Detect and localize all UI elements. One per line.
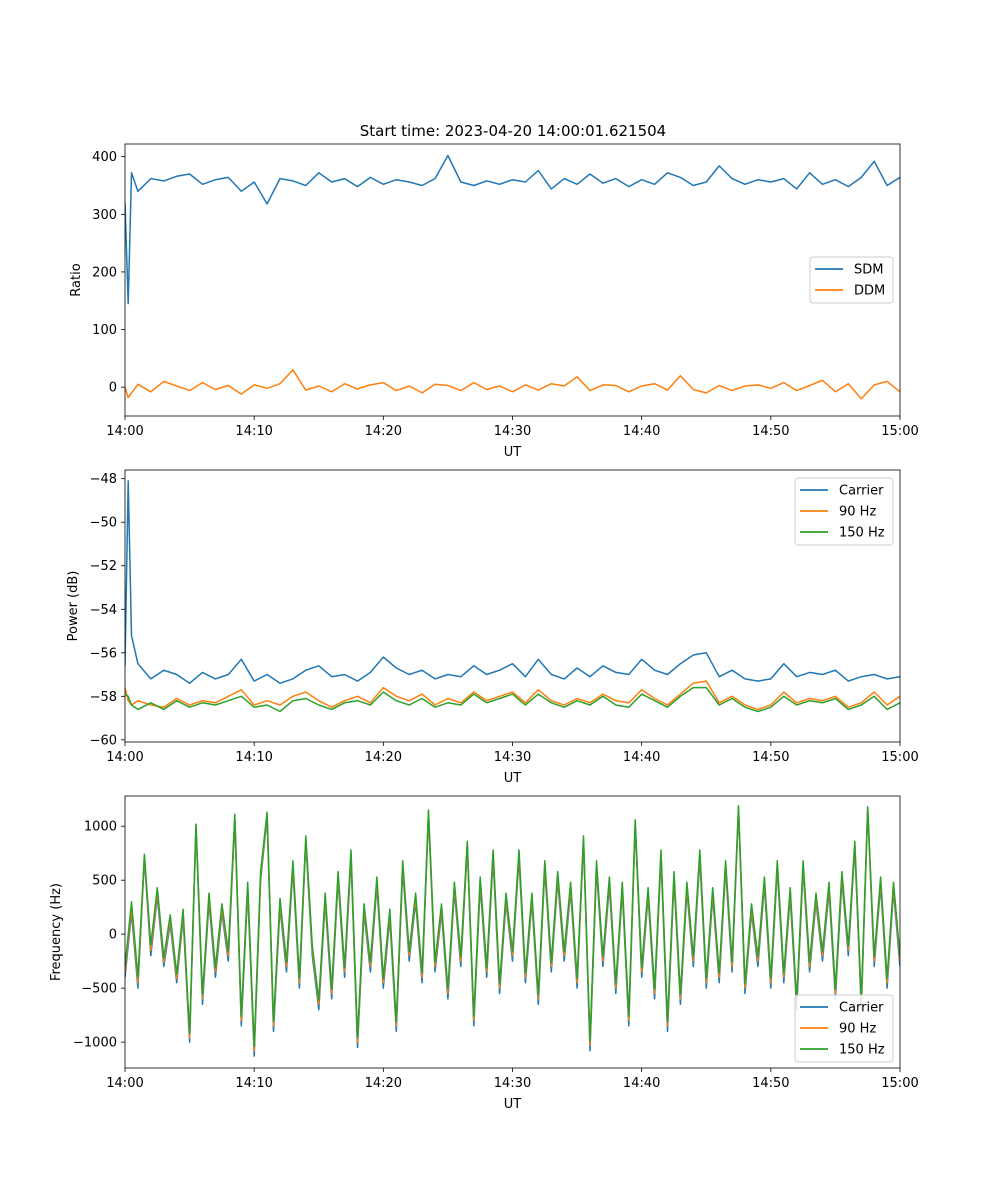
plots-group: 14:00 14:10 14:20 14:30 14:40 14:50 15:00 UT 0 10… <box>49 143 919 1112</box>
legend: Carrier 90 Hz 150 Hz <box>794 477 894 546</box>
series-group <box>125 804 900 1057</box>
x-tick-label: 14:40 <box>623 1076 660 1091</box>
series-group <box>125 154 900 400</box>
y-tick-label: 100 <box>92 323 117 338</box>
y-tick-label: −48 <box>90 472 117 487</box>
y-tick-label: −52 <box>90 559 117 574</box>
legend-box <box>794 994 894 1063</box>
x-axis-label: UT <box>504 445 522 460</box>
x-tick-label: 15:00 <box>881 424 918 439</box>
legend-label: Carrier <box>839 1001 884 1016</box>
y-tick-label: −58 <box>90 690 117 705</box>
y-tick-label: −56 <box>90 646 117 661</box>
x-tick-label: 14:30 <box>494 424 531 439</box>
x-axis-label: UT <box>504 771 522 786</box>
series-line-ddm <box>125 369 900 400</box>
x-tick-label: 14:50 <box>752 750 789 765</box>
chart-title: Start time: 2023-04-20 14:00:01.621504 <box>360 122 666 140</box>
series-group <box>125 480 900 713</box>
x-tick-label: 15:00 <box>881 750 918 765</box>
y-tick-label: 1000 <box>84 820 117 835</box>
y-tick-label: −60 <box>90 733 117 748</box>
legend-box <box>794 477 894 546</box>
plot-1: 14:00 14:10 14:20 14:30 14:40 14:50 15:00 UT 0 10… <box>69 143 919 460</box>
y-tick-label: 0 <box>109 381 117 396</box>
y-axis-label: Ratio <box>69 263 84 296</box>
y-tick-label: 300 <box>92 208 117 223</box>
series-line-sdm <box>125 154 900 305</box>
x-tick-label: 14:10 <box>235 750 272 765</box>
x-tick-label: 14:00 <box>106 1076 143 1091</box>
legend: SDM DDM <box>809 256 894 304</box>
y-tick-label: −500 <box>81 982 117 997</box>
series-line-90-hz <box>125 680 900 711</box>
y-tick-label: −1000 <box>73 1036 117 1051</box>
x-tick-label: 14:50 <box>752 424 789 439</box>
x-tick-label: 15:00 <box>881 1076 918 1091</box>
series-line-carrier <box>125 809 900 1057</box>
legend-label: 90 Hz <box>839 1022 876 1037</box>
y-axis-label: Power (dB) <box>66 571 81 642</box>
y-tick-label: 0 <box>109 928 117 943</box>
y-tick-label: −54 <box>90 603 117 618</box>
x-tick-label: 14:30 <box>494 750 531 765</box>
x-tick-label: 14:10 <box>235 1076 272 1091</box>
legend-label: 90 Hz <box>839 505 876 520</box>
y-tick-label: 500 <box>92 874 117 889</box>
legend-label: DDM <box>854 284 885 299</box>
x-tick-label: 14:30 <box>494 1076 531 1091</box>
x-tick-label: 14:20 <box>365 750 402 765</box>
legend-label: 150 Hz <box>839 1043 885 1058</box>
x-tick-label: 14:20 <box>365 424 402 439</box>
x-tick-label: 14:10 <box>235 424 272 439</box>
series-line-90-hz <box>125 807 900 1052</box>
y-tick-label: 200 <box>92 265 117 280</box>
legend: Carrier 90 Hz 150 Hz <box>794 994 894 1063</box>
series-line-carrier <box>125 480 900 684</box>
series-line-150-hz <box>125 686 900 713</box>
x-tick-label: 14:00 <box>106 750 143 765</box>
x-tick-label: 14:40 <box>623 750 660 765</box>
y-tick-label: 400 <box>92 150 117 165</box>
series-line-150-hz <box>125 804 900 1048</box>
legend-label: 150 Hz <box>839 526 885 541</box>
x-tick-label: 14:20 <box>365 1076 402 1091</box>
x-tick-label: 14:40 <box>623 424 660 439</box>
legend-label: Carrier <box>839 484 884 499</box>
plot-2: 14:00 14:10 14:20 14:30 14:40 14:50 15:00 UT −60… <box>66 469 919 786</box>
x-tick-label: 14:50 <box>752 1076 789 1091</box>
x-tick-label: 14:00 <box>106 424 143 439</box>
y-tick-label: −50 <box>90 516 117 531</box>
x-axis-label: UT <box>504 1097 522 1112</box>
y-axis-label: Frequency (Hz) <box>49 883 64 981</box>
plot-3: 14:00 14:10 14:20 14:30 14:40 14:50 15:00 UT −10… <box>49 795 919 1112</box>
legend-label: SDM <box>854 263 883 278</box>
